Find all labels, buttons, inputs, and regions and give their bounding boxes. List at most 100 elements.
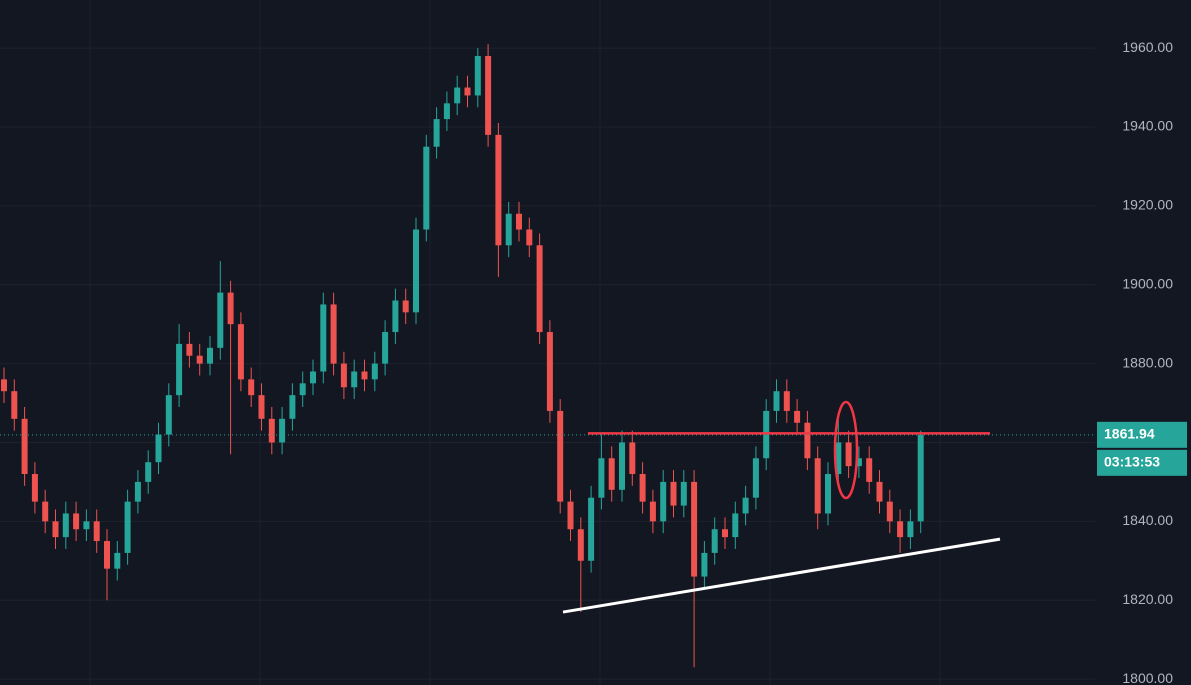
candle-body: [814, 458, 821, 514]
candle-body: [31, 474, 38, 502]
candle-body: [577, 529, 584, 561]
candle-body: [505, 213, 512, 246]
candle-body: [217, 292, 224, 348]
candle-body: [825, 474, 831, 514]
candle-body: [176, 343, 183, 396]
candle-body: [382, 332, 389, 364]
candle-body: [526, 229, 533, 246]
candle-body: [42, 501, 49, 522]
candle-body: [165, 395, 172, 435]
candle-body: [722, 529, 728, 538]
candle-body: [660, 481, 667, 522]
countdown-label: 03:13:53: [1104, 454, 1160, 470]
candle-body: [279, 418, 286, 443]
candle-body: [52, 521, 59, 538]
candle-body: [104, 541, 110, 569]
candle-body: [588, 497, 595, 561]
candle-body: [876, 481, 883, 502]
y-tick-label: 1880.00: [1122, 354, 1173, 370]
candle-body: [536, 245, 543, 333]
candle-body: [907, 521, 914, 538]
candle-body: [917, 434, 924, 522]
candle-body: [134, 481, 141, 502]
candle-body: [680, 481, 687, 506]
trend-line: [562, 537, 1001, 614]
candle-body: [11, 391, 18, 419]
candle-body: [567, 501, 574, 530]
y-tick-label: 1800.00: [1122, 670, 1173, 685]
candle-body: [516, 213, 522, 230]
candle-body: [258, 395, 265, 419]
candle-body: [299, 383, 306, 396]
candle-body: [649, 501, 656, 522]
candle-body: [855, 458, 862, 467]
candle-body: [897, 521, 904, 538]
candle-body: [124, 501, 131, 553]
candle-body: [423, 146, 430, 230]
candle-body: [320, 304, 327, 372]
candle-body: [629, 442, 636, 475]
candle-body: [227, 292, 234, 325]
candle-body: [196, 355, 203, 364]
candle-body: [402, 300, 409, 313]
y-tick-label: 1960.00: [1122, 39, 1173, 55]
countdown-box: [1097, 449, 1187, 476]
candle-body: [835, 442, 842, 475]
candle-body: [598, 458, 605, 498]
candle-body: [289, 395, 296, 419]
candle-body: [371, 363, 378, 380]
candle-body: [443, 103, 450, 120]
candle-body: [783, 391, 790, 411]
candle-body: [21, 418, 28, 475]
candle-body: [752, 458, 759, 498]
candle-body: [691, 481, 698, 577]
candle-body: [742, 497, 749, 514]
candle-body: [670, 481, 677, 506]
vertical-grid: [89, 0, 941, 685]
candle-body: [464, 87, 471, 96]
candle-body: [639, 474, 646, 502]
candle-body: [433, 119, 440, 147]
candle-body: [268, 418, 275, 443]
candle-body: [93, 521, 100, 542]
candle-body: [557, 410, 564, 502]
y-tick-label: 1920.00: [1122, 197, 1173, 213]
candle-body: [83, 521, 90, 530]
candle-body: [114, 552, 121, 569]
last-price-label: 1861.94: [1104, 426, 1155, 442]
candle-body: [608, 458, 615, 490]
last-price-box: [1097, 421, 1187, 448]
candle-body: [340, 363, 347, 388]
candle-body: [474, 55, 481, 96]
candle-body: [485, 55, 492, 135]
candle-body: [495, 134, 502, 246]
candle-body: [62, 513, 69, 538]
highlight-ellipse: [833, 400, 859, 500]
candle-body: [454, 87, 461, 104]
candle-body: [845, 442, 852, 467]
y-tick-label: 1940.00: [1122, 118, 1173, 134]
candle-body: [237, 324, 244, 380]
candle-body: [866, 458, 873, 482]
candle-body: [155, 434, 162, 463]
y-tick-label: 1840.00: [1122, 512, 1173, 528]
y-tick-label: 1900.00: [1122, 275, 1173, 291]
candle-body: [73, 513, 80, 530]
candle-body: [351, 371, 358, 388]
candle-body: [248, 379, 255, 396]
candle-body: [886, 501, 893, 522]
candle-body: [145, 462, 152, 482]
candle-body: [794, 410, 801, 423]
candle-body: [546, 332, 553, 411]
candle-body: [732, 513, 739, 538]
candle-body: [361, 371, 368, 380]
candle-body: [186, 343, 193, 356]
candle-body: [1, 379, 7, 392]
candle-body: [392, 300, 399, 333]
candle-body: [207, 347, 213, 364]
candle-body: [711, 529, 718, 553]
y-tick-label: 1820.00: [1122, 591, 1173, 607]
price-axis: [1095, 0, 1191, 685]
candle-body: [701, 552, 708, 577]
